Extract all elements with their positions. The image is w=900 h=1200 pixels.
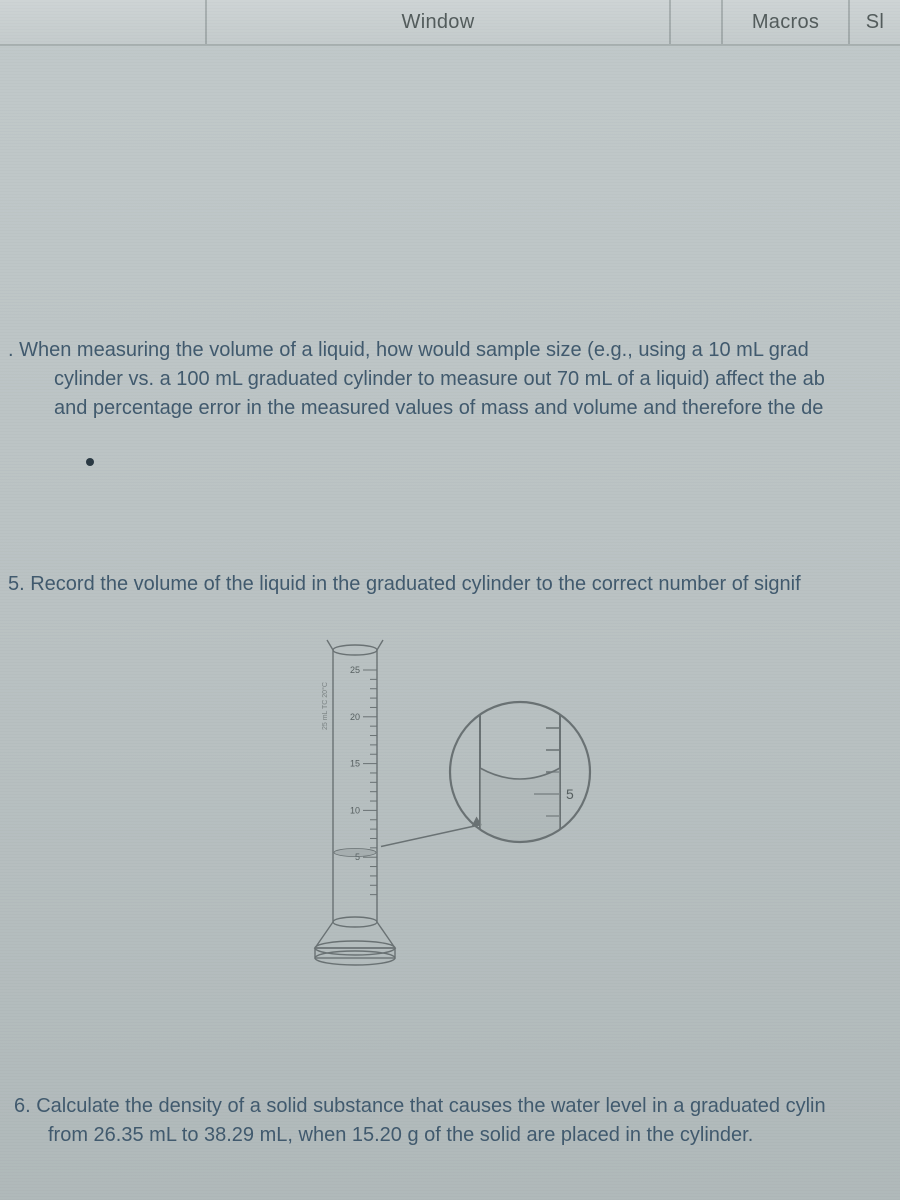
q6-line2: from 26.35 mL to 38.29 mL, when 15.20 g …	[14, 1121, 900, 1150]
svg-text:20: 20	[350, 712, 360, 722]
svg-text:5: 5	[566, 786, 574, 802]
svg-text:15: 15	[350, 759, 360, 769]
graduated-cylinder-figure: 510152025525 mL TC 20°C	[0, 622, 900, 1002]
question-5: 5. Record the volume of the liquid in th…	[0, 570, 900, 599]
bullet-point-icon	[86, 458, 94, 466]
menu-item-blank[interactable]	[0, 0, 205, 44]
q4-line1: . When measuring the volume of a liquid,…	[8, 336, 900, 365]
menu-item-spacer	[669, 0, 721, 44]
menubar: Window Macros Sl	[0, 0, 900, 46]
svg-text:10: 10	[350, 805, 360, 815]
cylinder-svg: 510152025525 mL TC 20°C	[240, 622, 660, 992]
q4-line2: cylinder vs. a 100 mL graduated cylinder…	[8, 365, 900, 394]
menu-item-macros[interactable]: Macros	[721, 0, 848, 44]
q6-line1: 6. Calculate the density of a solid subs…	[14, 1092, 900, 1121]
question-4: . When measuring the volume of a liquid,…	[0, 336, 900, 423]
q5-line1: 5. Record the volume of the liquid in th…	[8, 570, 900, 599]
svg-text:25: 25	[350, 665, 360, 675]
menu-item-window[interactable]: Window	[205, 0, 669, 44]
menu-item-truncated[interactable]: Sl	[848, 0, 900, 44]
q4-line3: and percentage error in the measured val…	[8, 394, 900, 423]
question-6: 6. Calculate the density of a solid subs…	[0, 1092, 900, 1150]
svg-text:25 mL TC 20°C: 25 mL TC 20°C	[321, 682, 329, 730]
